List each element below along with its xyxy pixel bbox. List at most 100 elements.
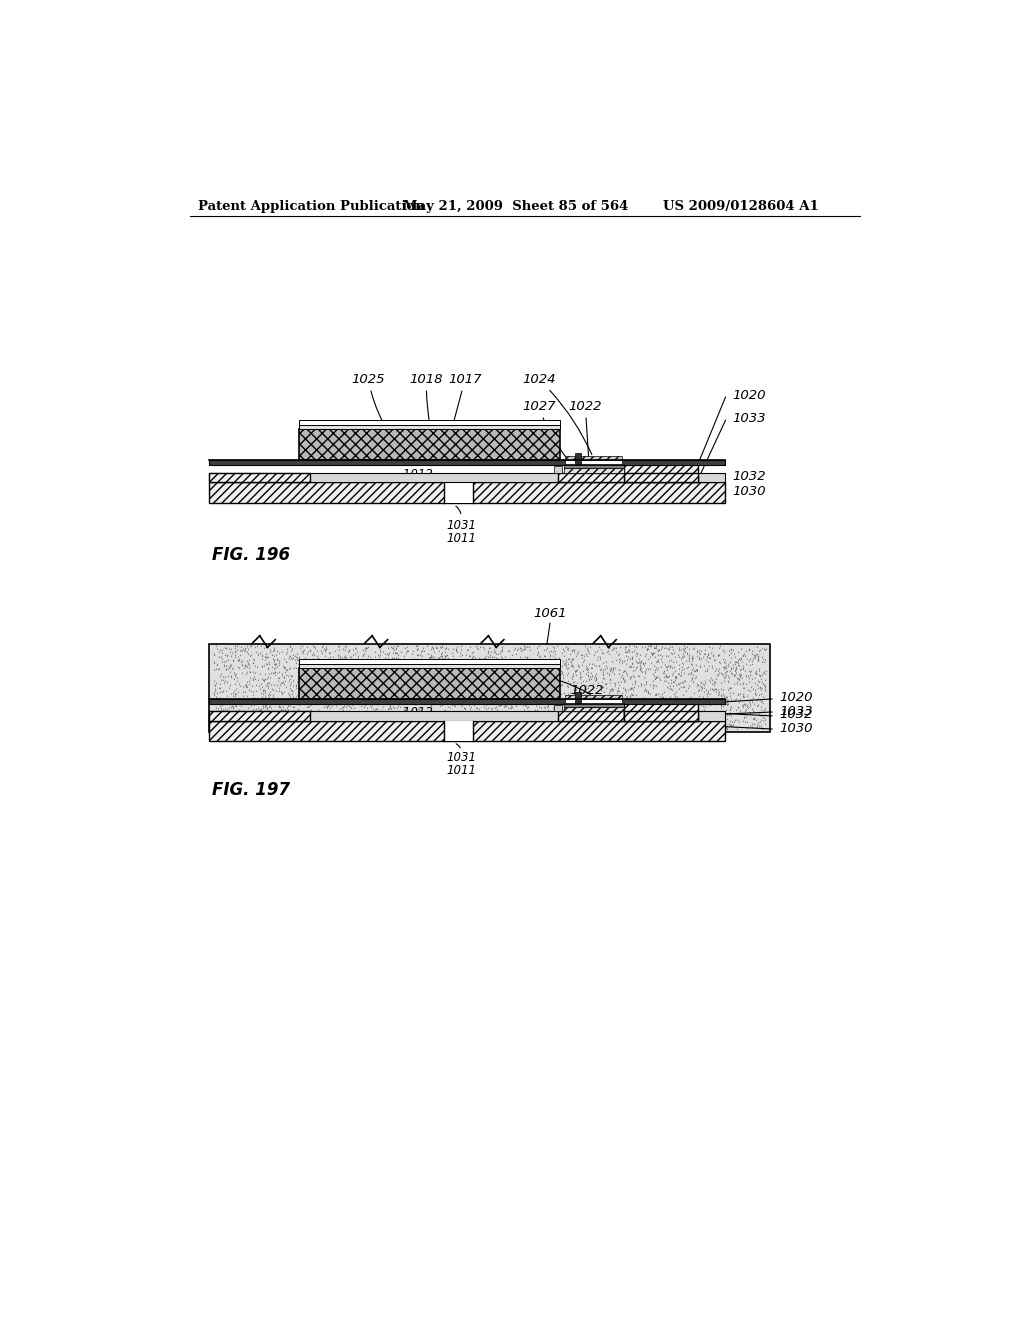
Point [703, 692, 720, 713]
Point [698, 693, 715, 714]
Point [565, 684, 582, 705]
Point [224, 696, 241, 717]
Point [447, 653, 464, 675]
Point [233, 696, 250, 717]
Point [394, 667, 411, 688]
Point [727, 689, 743, 710]
Point [690, 681, 707, 702]
Point [338, 701, 354, 722]
Point [326, 690, 342, 711]
Point [724, 711, 740, 733]
Point [483, 648, 500, 669]
Point [355, 718, 372, 739]
Point [613, 696, 630, 717]
Point [431, 648, 447, 669]
Point [250, 669, 266, 690]
Point [314, 635, 331, 656]
Point [721, 714, 737, 735]
Point [324, 686, 340, 708]
Point [554, 665, 570, 686]
Point [342, 709, 358, 730]
Point [636, 667, 652, 688]
Point [718, 664, 734, 685]
Point [731, 673, 748, 694]
Point [688, 660, 705, 681]
Point [549, 659, 565, 680]
Point [449, 710, 465, 731]
Point [226, 642, 243, 663]
Point [364, 665, 380, 686]
Point [676, 694, 692, 715]
Point [656, 689, 673, 710]
Point [680, 702, 696, 723]
Point [385, 677, 401, 698]
Point [244, 676, 260, 697]
Point [305, 715, 322, 737]
Point [578, 643, 594, 664]
Point [336, 645, 352, 667]
Point [558, 653, 574, 675]
Point [577, 681, 593, 702]
Point [540, 696, 556, 717]
Point [483, 663, 500, 684]
Point [259, 701, 275, 722]
Point [511, 692, 527, 713]
Point [556, 713, 572, 734]
Point [298, 708, 314, 729]
Point [380, 656, 396, 677]
Point [574, 689, 591, 710]
Point [433, 638, 450, 659]
Point [756, 652, 772, 673]
Point [356, 704, 373, 725]
Point [282, 690, 298, 711]
Text: ~1012~: ~1012~ [394, 467, 443, 480]
Point [316, 682, 333, 704]
Point [266, 663, 283, 684]
Point [636, 655, 652, 676]
Point [755, 706, 771, 727]
Point [497, 645, 513, 667]
Point [439, 648, 456, 669]
Point [744, 643, 761, 664]
Point [492, 653, 508, 675]
Point [660, 710, 677, 731]
Point [574, 651, 591, 672]
Point [543, 655, 559, 676]
Point [369, 709, 385, 730]
Point [657, 638, 674, 659]
Point [259, 702, 275, 723]
Point [741, 692, 758, 713]
Point [717, 652, 733, 673]
Point [581, 682, 597, 704]
Point [535, 667, 551, 688]
Point [493, 659, 509, 680]
Point [438, 686, 455, 708]
Point [248, 715, 264, 737]
Point [470, 676, 486, 697]
Point [741, 689, 758, 710]
Point [289, 690, 305, 711]
Point [516, 684, 532, 705]
Point [233, 690, 250, 711]
Point [535, 700, 551, 721]
Point [758, 698, 774, 719]
Point [272, 700, 289, 721]
Point [692, 680, 709, 701]
Point [257, 704, 273, 725]
Point [402, 675, 419, 696]
Point [516, 702, 532, 723]
Point [245, 648, 261, 669]
Point [490, 659, 507, 680]
Point [648, 660, 665, 681]
Point [667, 647, 683, 668]
Point [269, 690, 286, 711]
Point [595, 659, 611, 680]
Point [699, 644, 716, 665]
Point [335, 681, 351, 702]
Point [635, 705, 651, 726]
Point [410, 657, 426, 678]
Point [342, 659, 358, 680]
Point [312, 684, 329, 705]
Point [675, 676, 691, 697]
Point [701, 678, 718, 700]
